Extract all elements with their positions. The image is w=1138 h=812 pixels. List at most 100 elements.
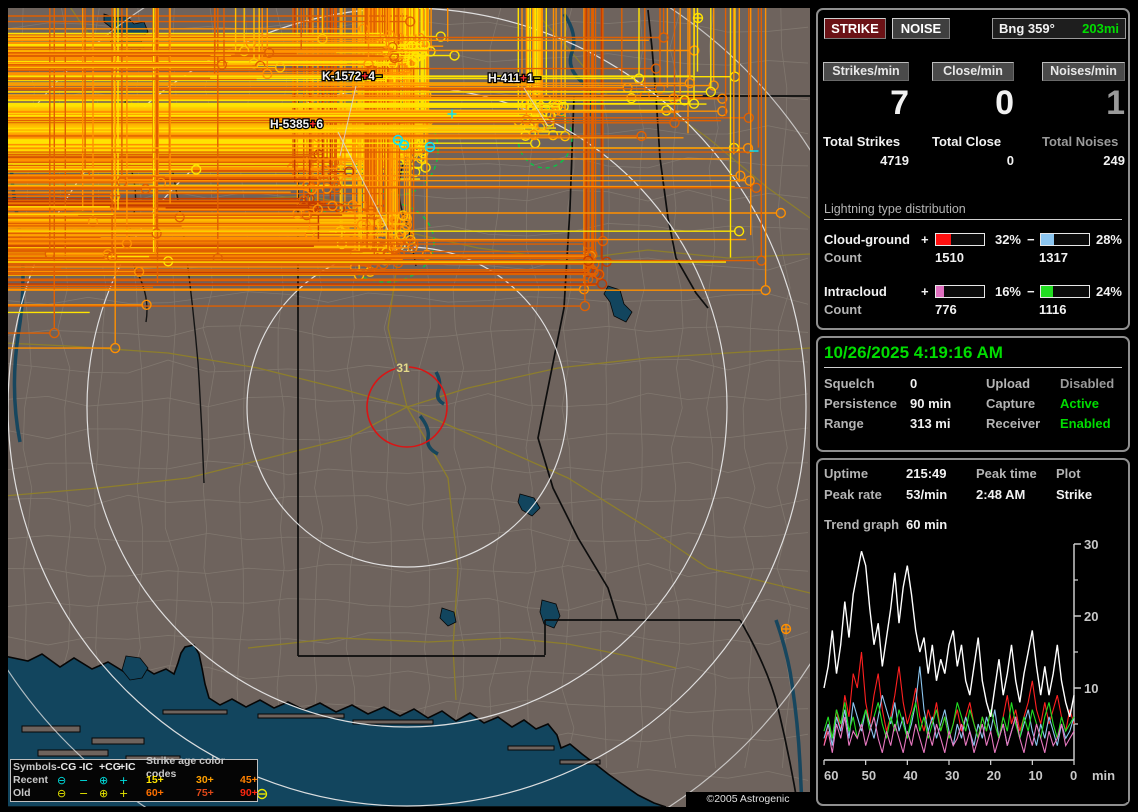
total-close-value: 0 [1006, 153, 1014, 168]
strike-toggle-button[interactable]: STRIKE [824, 18, 886, 39]
map-canvas[interactable]: 31125313K-1572+4−H-411+1−H-5385+6 [8, 8, 810, 807]
lightning-type-distribution: Lightning type distribution Cloud-ground… [824, 202, 1122, 328]
uptime-value: 215:49 [906, 466, 947, 481]
age-code-90: 90+ [240, 787, 258, 799]
legend-col-pos-ic: +IC [119, 761, 136, 773]
count-label: Count [824, 302, 862, 317]
age-code-15: 15+ [146, 774, 164, 786]
peak-rate-value: 53/min [906, 487, 948, 502]
intracloud-row: Intracloud + 16% − 24% [824, 280, 1122, 302]
svg-text:30: 30 [1084, 540, 1098, 552]
storm-cell-label: H-5385+6 [270, 117, 323, 131]
old-circled-minus-icon: ⊖ [57, 787, 67, 800]
strike-cluster [8, 8, 754, 142]
svg-text:10: 10 [1028, 768, 1042, 783]
minus-sign: − [1027, 283, 1035, 299]
trend-series-Total strikes [823, 551, 1075, 717]
noises-per-min-column: Noises/min 1 Total Noises 249 [1042, 62, 1125, 168]
squelch-value: 0 [910, 376, 918, 391]
intracloud-label: Intracloud [824, 283, 887, 299]
strike-stats-panel: STRIKE NOISE Bng 359° 203mi Strikes/min … [816, 8, 1130, 330]
upload-value: Disabled [1060, 376, 1115, 391]
total-strikes-value: 4719 [880, 153, 909, 168]
copyright-label: ©2005 Astrogenic Systems [686, 792, 810, 807]
cg-negative-count: 1317 [1039, 250, 1068, 265]
storm-cell-label: K-1572+4− [322, 69, 382, 83]
svg-text:min: min [1092, 768, 1115, 783]
intracloud-count-row: Count 776 1116 [824, 302, 1122, 328]
svg-text:0: 0 [1070, 768, 1077, 783]
trend-graph: 10 20 30 60 50 40 30 20 10 0 min [822, 540, 1128, 802]
trend-graph-row: Trend graph 60 min [824, 517, 1124, 532]
recent-circled-plus-icon: ⊕ [99, 774, 109, 787]
cloud-ground-label: Cloud-ground [824, 231, 910, 247]
recent-plus-icon: + [119, 774, 129, 787]
svg-text:30: 30 [945, 768, 959, 783]
old-plus-icon: + [119, 787, 129, 800]
strike-cluster [8, 8, 224, 354]
distribution-title: Lightning type distribution [824, 202, 1122, 220]
status-row: Persistence 90 min Capture Active [824, 396, 1124, 411]
peak-time-label: Peak time [976, 466, 1037, 481]
strike-cluster [8, 8, 786, 296]
ic-positive-bar [935, 284, 985, 298]
ic-positive-pct: 16% [994, 283, 1021, 299]
distance-value: 203mi [1082, 21, 1119, 36]
svg-text:10: 10 [1084, 681, 1098, 696]
noises-per-min-button[interactable]: Noises/min [1042, 62, 1125, 81]
receiver-status-panel: 10/26/2025 4:19:16 AM Squelch 0 Upload D… [816, 336, 1130, 452]
peak-time-value: 2:48 AM [976, 487, 1026, 502]
map-symbol-legend: Symbols -CG -IC +CG +IC Strike age color… [10, 755, 258, 802]
peak-rate-label: Peak rate [824, 487, 882, 502]
total-strikes-label: Total Strikes [823, 134, 901, 149]
strikes-per-min-column: Strikes/min 7 Total Strikes 4719 [823, 62, 909, 168]
receiver-label: Receiver [986, 416, 1041, 431]
total-noises-value: 249 [1103, 153, 1125, 168]
age-code-60: 60+ [146, 787, 164, 799]
trend-series--IC [823, 702, 1075, 739]
storm-cell-label: H-411+1− [488, 71, 541, 85]
legend-age-title: Strike age color codes [146, 754, 225, 780]
svg-text:20: 20 [987, 768, 1001, 783]
cg-positive-pct: 32% [994, 231, 1021, 247]
persistence-value: 90 min [910, 396, 952, 411]
bearing-value: Bng 359° [999, 21, 1055, 36]
trend-series-+IC [823, 716, 1075, 753]
cloud-ground-row: Cloud-ground + 32% − 28% [824, 228, 1122, 250]
plot-value: Strike [1056, 487, 1093, 502]
lightning-map[interactable]: 31125313K-1572+4−H-411+1−H-5385+6 Symbol… [8, 8, 810, 807]
cg-negative-pct: 28% [1095, 231, 1122, 247]
plus-sign: + [921, 283, 929, 299]
ic-negative-bar [1040, 284, 1090, 298]
cg-positive-bar [935, 232, 985, 246]
cg-positive-count: 1510 [935, 250, 964, 265]
recent-circled-minus-icon: ⊖ [57, 774, 67, 787]
range-label: Range [824, 416, 864, 431]
count-label: Count [824, 250, 862, 265]
close-per-min-value: 0 [995, 84, 1014, 122]
bearing-readout: Bng 359° 203mi [992, 18, 1126, 39]
status-row: Squelch 0 Upload Disabled [824, 376, 1124, 391]
cloud-ground-count-row: Count 1510 1317 [824, 250, 1122, 276]
ic-negative-pct: 24% [1095, 283, 1122, 299]
legend-col-pos-cg: +CG [99, 761, 121, 773]
noises-per-min-value: 1 [1106, 84, 1125, 122]
recent-minus-icon: − [79, 774, 89, 787]
legend-row-old-label: Old [13, 787, 31, 799]
status-row: Range 313 mi Receiver Enabled [824, 416, 1124, 431]
noise-toggle-button[interactable]: NOISE [892, 18, 950, 39]
ic-positive-count: 776 [935, 302, 957, 317]
total-noises-label: Total Noises [1042, 134, 1119, 149]
trend-panel: Uptime 215:49 Peak time Plot Peak rate 5… [816, 458, 1130, 806]
receiver-value: Enabled [1060, 416, 1111, 431]
age-code-45: 45+ [240, 774, 258, 786]
plot-label: Plot [1056, 466, 1081, 481]
age-code-75: 75+ [196, 787, 214, 799]
trend-graph-label: Trend graph [824, 517, 900, 532]
upload-label: Upload [986, 376, 1031, 391]
legend-header: Symbols [13, 761, 57, 773]
strikes-per-min-button[interactable]: Strikes/min [823, 62, 909, 81]
close-per-min-button[interactable]: Close/min [932, 62, 1014, 81]
svg-text:31: 31 [396, 361, 410, 375]
age-code-30: 30+ [196, 774, 214, 786]
